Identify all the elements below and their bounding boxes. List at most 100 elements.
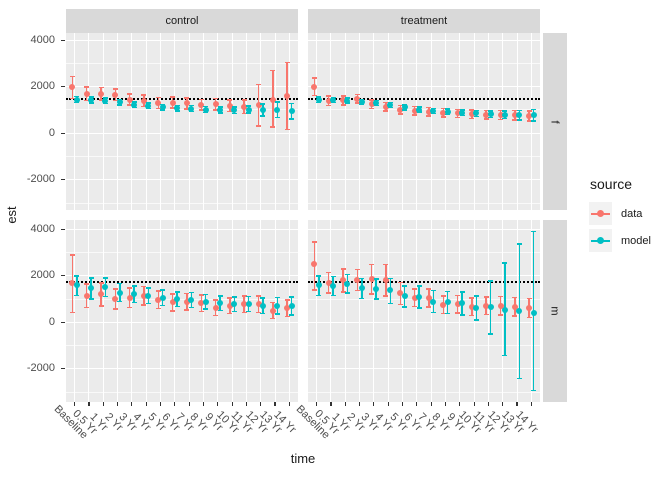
point-data [526, 305, 533, 312]
errorbar-cap [440, 312, 446, 315]
errorbar-cap [455, 116, 461, 119]
gridline-v [245, 33, 247, 210]
x-tick-mark [145, 402, 147, 406]
errorbar-cap [512, 315, 518, 317]
errorbar-cap [387, 277, 393, 280]
point-model [245, 301, 252, 308]
errorbar-cap [531, 108, 537, 111]
point-model [530, 310, 537, 317]
gridline-h-minor [308, 252, 540, 253]
gridline-v [131, 219, 133, 402]
errorbar-cap [531, 389, 537, 392]
gridline-v [444, 219, 446, 402]
gridline-v [373, 33, 375, 210]
errorbar-cap [512, 109, 518, 112]
gridline-v [330, 33, 332, 210]
point-data [397, 290, 404, 297]
errorbar-cap [198, 294, 204, 296]
gridline-h-minor [308, 298, 540, 300]
point-model [159, 294, 166, 301]
errorbar-cap [397, 303, 403, 306]
gridline-v [330, 219, 332, 402]
gridline-h-minor [308, 202, 540, 204]
point-model [487, 304, 494, 311]
errorbar-cap [145, 302, 151, 305]
point-data [126, 294, 133, 301]
point-model [259, 302, 266, 309]
errorbar-cap [330, 275, 336, 278]
errorbar-cap [274, 116, 280, 119]
errorbar-cap [131, 285, 137, 287]
gridline-h-major [308, 86, 540, 88]
gridline-v [188, 33, 190, 210]
gridline-v [416, 219, 418, 402]
errorbar-cap [340, 268, 346, 270]
errorbar-cap [260, 103, 266, 105]
errorbar-cap [445, 290, 451, 293]
errorbar-cap [402, 306, 408, 308]
point-data [340, 277, 347, 284]
errorbar-cap [174, 305, 180, 308]
gridline-v [344, 33, 346, 210]
gridline-v [174, 33, 176, 210]
legend-key-model [589, 229, 612, 252]
errorbar-cap [430, 289, 436, 292]
gridline-v [487, 33, 489, 210]
gridline-v [274, 33, 276, 210]
point-model [373, 100, 380, 106]
point-model [217, 300, 223, 307]
gridline-v [102, 33, 104, 210]
errorbar-cap [270, 301, 276, 304]
point-data [126, 96, 133, 103]
point-data [340, 97, 347, 104]
point-data [183, 100, 190, 107]
gridline-v [288, 219, 290, 402]
gridline-v [102, 219, 104, 402]
point-model [430, 298, 437, 305]
point-data [368, 101, 375, 108]
legend-key-dot [597, 210, 604, 217]
point-data [226, 102, 233, 109]
x-tick-mark [245, 402, 248, 406]
errorbar-cap [203, 111, 209, 114]
gridline-v [344, 219, 346, 402]
errorbar-cap [469, 117, 475, 120]
gridline-h-minor [66, 62, 298, 64]
errorbar-cap [289, 314, 295, 316]
errorbar-cap [227, 99, 233, 101]
point-data [198, 300, 205, 307]
errorbar-cap [311, 289, 317, 291]
errorbar-cap [198, 109, 204, 111]
x-tick-mark [502, 402, 504, 406]
errorbar-cap [213, 299, 219, 301]
gridline-h-major [66, 275, 298, 277]
reference-line [308, 281, 540, 284]
errorbar-cap [526, 120, 532, 122]
y-tick-mark [61, 368, 65, 370]
errorbar-cap [198, 98, 204, 101]
errorbar-cap [84, 283, 90, 285]
errorbar-cap [145, 287, 151, 289]
gridline-v [416, 33, 418, 210]
gridline-v [359, 219, 361, 402]
errorbar-cap [502, 117, 508, 120]
errorbar-cap [256, 83, 262, 86]
gridline-v [260, 33, 262, 210]
x-tick-mark [516, 402, 518, 406]
errorbar-cap [483, 296, 489, 298]
errorbar-cap [430, 311, 436, 314]
y-tick-label: 4000 [30, 33, 55, 46]
errorbar-cap [170, 107, 176, 109]
point-data [183, 298, 190, 305]
x-tick-mark [260, 402, 262, 406]
x-tick-mark [430, 402, 432, 406]
point-model [501, 307, 508, 314]
facet-strip-f: f [543, 33, 567, 210]
gridline-v [473, 33, 475, 210]
point-data [526, 113, 533, 120]
errorbar-cap [473, 319, 479, 321]
errorbar-cap [498, 109, 504, 112]
errorbar-cap [98, 86, 104, 89]
x-tick-mark [315, 402, 318, 406]
